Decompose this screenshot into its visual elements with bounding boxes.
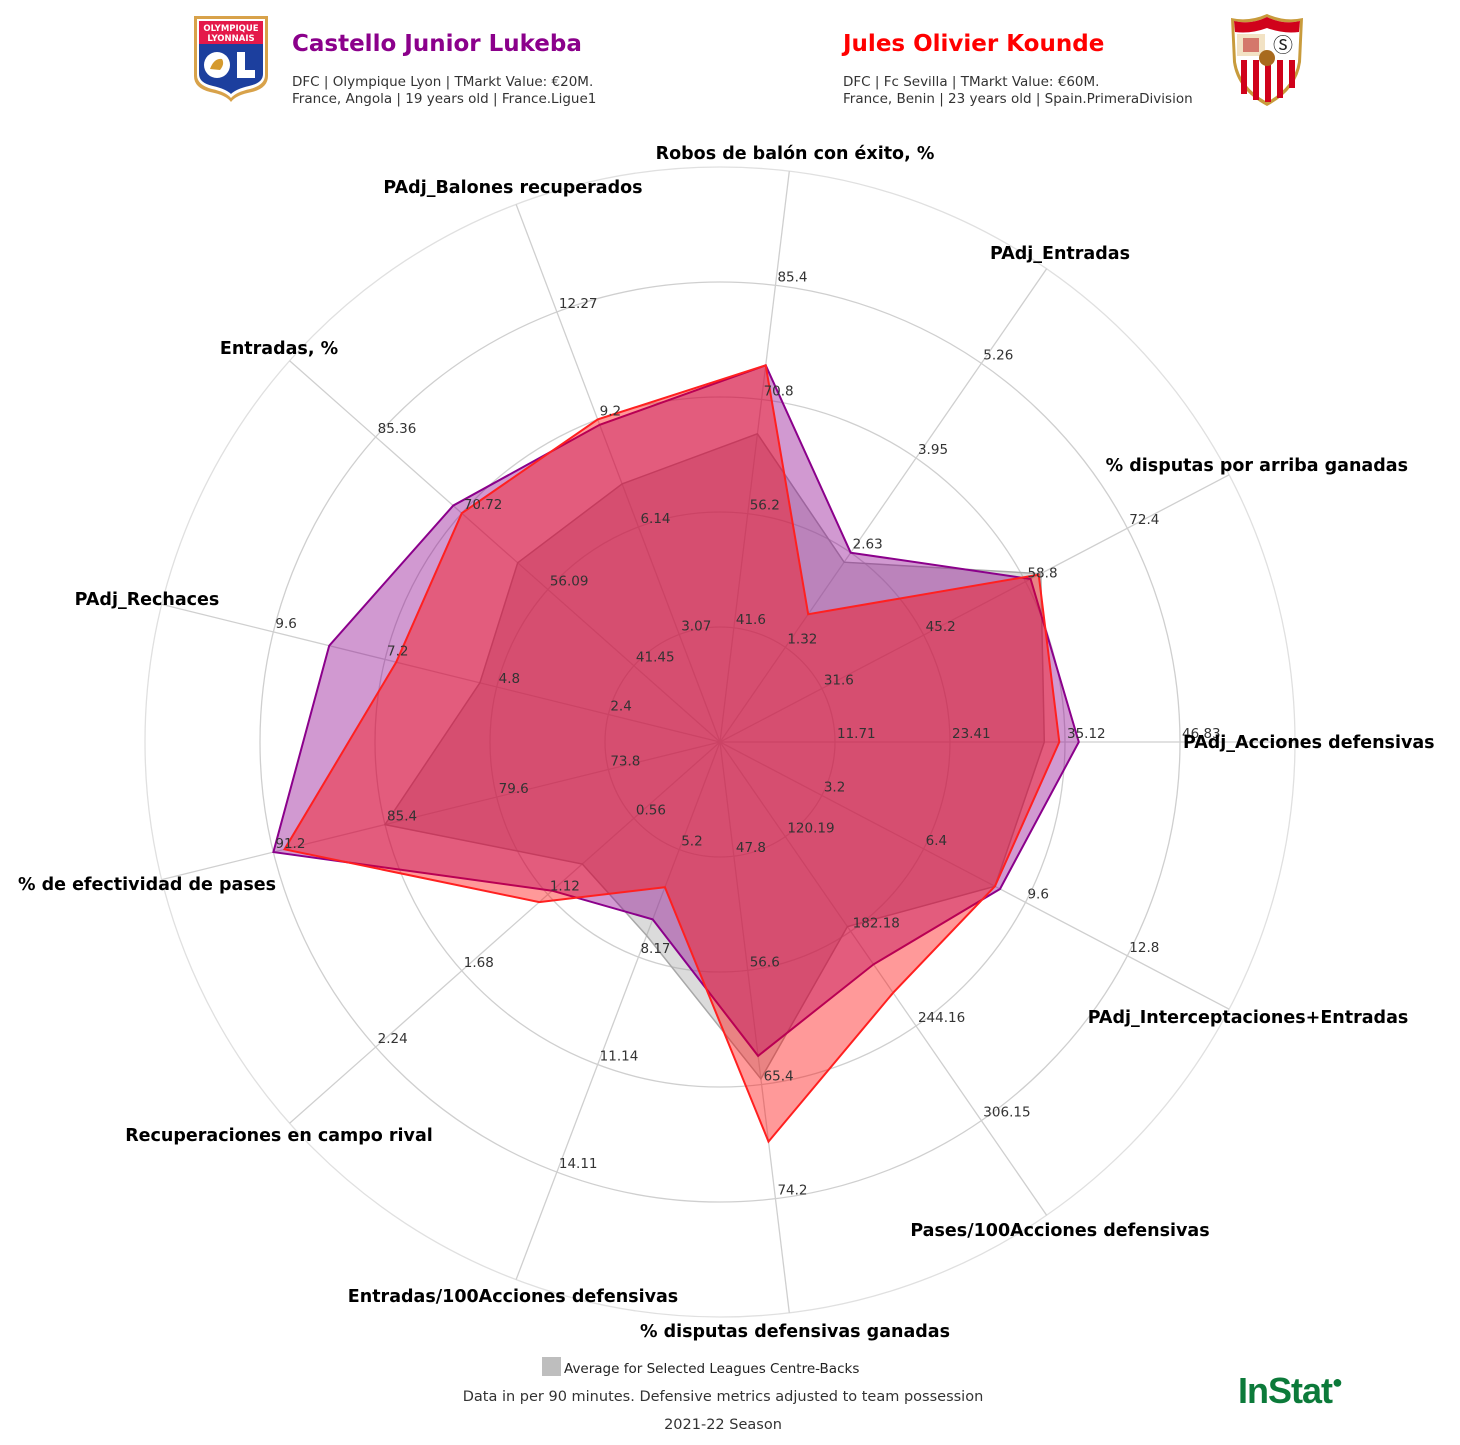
tick-label: 56.09: [550, 573, 589, 589]
tick-label: 56.2: [750, 498, 780, 514]
lyon-crest-icon: OLYMPIQUE LYONNAIS: [194, 16, 268, 102]
tick-label: 35.12: [1067, 726, 1106, 742]
tick-label: 41.6: [736, 612, 766, 628]
tick-label: 91.2: [275, 836, 305, 852]
tick-label: 9.6: [1027, 886, 1048, 902]
tick-label: 2.4: [610, 698, 631, 714]
tick-label: 85.4: [777, 269, 807, 285]
tick-label: 23.41: [952, 726, 991, 742]
axis-label: PAdj_Rechaces: [75, 590, 220, 610]
axis-label: Entradas/100Acciones defensivas: [348, 1287, 678, 1307]
tick-label: 56.6: [750, 954, 780, 970]
tick-label: 1.32: [787, 631, 817, 647]
right-player-info-1: DFC | Fc Sevilla | TMarkt Value: €60M.: [843, 74, 1100, 90]
tick-label: 5.2: [681, 834, 702, 850]
tick-label: 70.72: [464, 497, 503, 513]
instat-logo-dot: ●: [1332, 1372, 1343, 1392]
lyon-crest: OLYMPIQUE LYONNAIS: [192, 14, 270, 104]
tick-label: 0.56: [636, 802, 666, 818]
tick-label: 4.8: [499, 671, 520, 687]
axis-label: % de efectividad de pases: [18, 875, 276, 895]
tick-label: 12.27: [559, 296, 598, 312]
tick-label: 31.6: [824, 673, 854, 689]
axis-label: PAdj_Acciones defensivas: [1183, 733, 1435, 753]
tick-label: 79.6: [499, 781, 529, 797]
sevilla-crest-icon: Ⓢ: [1231, 14, 1303, 106]
tick-label: 6.14: [640, 511, 670, 527]
tick-label: 41.45: [636, 650, 675, 666]
axis-label: PAdj_Entradas: [990, 244, 1130, 264]
axis-label: Pases/100Acciones defensivas: [910, 1221, 1209, 1241]
radar-series-lukeba: [272, 364, 1080, 1058]
radar-series-kounde: [282, 363, 1061, 1144]
axis-label: % disputas defensivas ganadas: [640, 1322, 950, 1342]
instat-logo: InStat●: [1238, 1370, 1343, 1412]
sevilla-crest: Ⓢ: [1227, 12, 1307, 108]
axis-label: PAdj_Balones recuperados: [383, 178, 642, 198]
left-player-info-1: DFC | Olympique Lyon | TMarkt Value: €20…: [292, 74, 594, 90]
tick-label: 72.4: [1129, 512, 1159, 528]
tick-label: 11.71: [837, 726, 876, 742]
tick-label: 58.8: [1027, 566, 1057, 582]
tick-label: 1.68: [464, 955, 494, 971]
axis-label: Recuperaciones en campo rival: [125, 1126, 433, 1146]
tick-label: 182.18: [853, 915, 900, 931]
axis-label: % disputas por arriba ganadas: [1106, 456, 1408, 476]
right-player-info-2: France, Benin | 23 years old | Spain.Pri…: [843, 91, 1193, 107]
tick-label: 7.2: [387, 643, 408, 659]
tick-label: 14.11: [559, 1156, 598, 1172]
tick-label: 8.17: [640, 941, 670, 957]
legend-average-swatch: [542, 1357, 561, 1376]
footer-note: Data in per 90 minutes. Defensive metric…: [462, 1389, 984, 1405]
tick-label: 12.8: [1129, 940, 1159, 956]
left-player-name: Castello Junior Lukeba: [292, 31, 582, 57]
tick-label: 9.6: [275, 616, 296, 632]
svg-text:LYONNAIS: LYONNAIS: [207, 34, 254, 44]
tick-label: 11.14: [600, 1049, 639, 1065]
radar-axis-labels: PAdj_Acciones defensivas % disputas por a…: [18, 144, 1435, 1342]
instat-logo-text: InStat: [1238, 1370, 1333, 1411]
tick-label: 306.15: [983, 1105, 1030, 1121]
tick-label: 2.63: [853, 537, 883, 553]
footer-season: 2021-22 Season: [664, 1417, 782, 1433]
left-player-info-2: France, Angola | 19 years old | France.L…: [292, 91, 597, 107]
tick-label: 244.16: [918, 1010, 965, 1026]
tick-label: 1.12: [550, 879, 580, 895]
tick-label: 3.07: [681, 618, 711, 634]
tick-label: 74.2: [777, 1183, 807, 1199]
legend-average-label: Average for Selected Leagues Centre-Back…: [564, 1361, 860, 1377]
radar-series-average: [383, 432, 1046, 1081]
tick-label: 6.4: [926, 833, 947, 849]
axis-label: PAdj_Interceptaciones+Entradas: [1088, 1008, 1409, 1028]
tick-label: 120.19: [787, 821, 834, 837]
tick-label: 2.24: [378, 1031, 408, 1047]
tick-label: 65.4: [764, 1068, 794, 1084]
tick-label: 46.83: [1182, 726, 1221, 742]
tick-label: 5.26: [983, 347, 1013, 363]
right-player-name: Jules Olivier Kounde: [843, 31, 1105, 57]
axis-label: Robos de balón con éxito, %: [656, 144, 935, 164]
svg-text:OLYMPIQUE: OLYMPIQUE: [203, 24, 258, 34]
tick-label: 9.2: [600, 403, 621, 419]
tick-label: 85.4: [387, 809, 417, 825]
tick-label: 73.8: [610, 754, 640, 770]
tick-label: 47.8: [736, 840, 766, 856]
radar-grid: [144, 166, 1296, 1318]
radar-tick-labels: 11.71 23.41 35.12 46.83 31.6 45.2 58.8 72.4 1.32…: [275, 269, 1220, 1198]
tick-label: 3.95: [918, 442, 948, 458]
tick-label: 3.2: [824, 779, 845, 795]
tick-label: 85.36: [378, 421, 417, 437]
axis-label: Entradas, %: [220, 339, 338, 359]
tick-label: 70.8: [764, 384, 794, 400]
svg-text:Ⓢ: Ⓢ: [1273, 33, 1293, 57]
tick-label: 45.2: [926, 619, 956, 635]
